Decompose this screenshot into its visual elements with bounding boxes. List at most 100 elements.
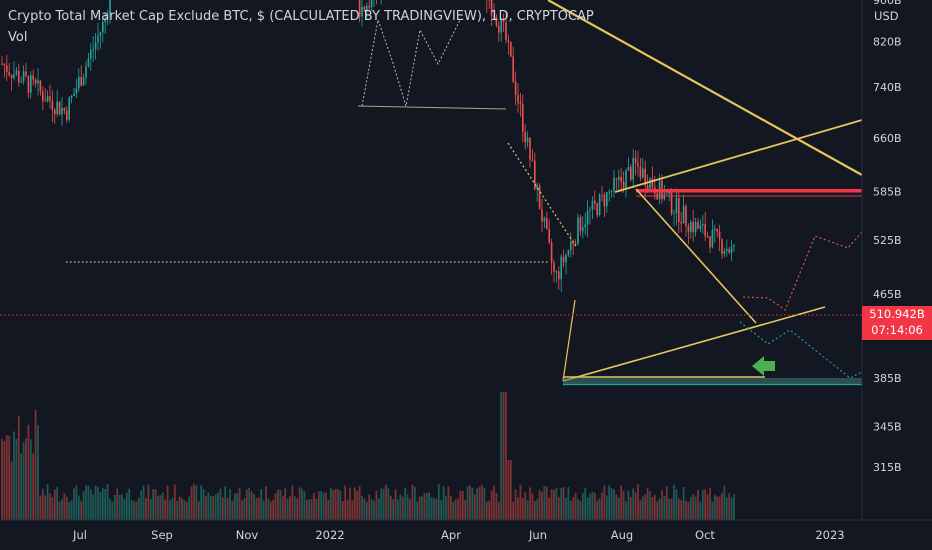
- time-axis-ticks[interactable]: Jul Sep Nov 2022 Apr Jun Aug Oct 2023: [72, 528, 845, 542]
- volume-bar-22: [53, 489, 56, 520]
- volume-bar-14: [34, 409, 37, 520]
- volume-bar-115: [277, 489, 279, 520]
- volume-bar-198: [476, 488, 479, 520]
- volume-bar-46: [111, 501, 114, 520]
- top-pattern-lines[interactable]: [361, 18, 461, 107]
- volume-bar-245: [589, 493, 591, 520]
- support-zone[interactable]: [563, 378, 862, 384]
- volume-bar-56: [135, 501, 138, 520]
- candle-body-214: [514, 81, 517, 96]
- descending-triangle-side[interactable]: [635, 188, 757, 324]
- volume-bar-237: [569, 500, 572, 520]
- candle-body-279: [670, 190, 673, 214]
- candle-body-293: [704, 224, 706, 237]
- candle-body-154: [370, 0, 373, 8]
- volume-bar-67: [161, 492, 164, 520]
- volume-bar-64: [154, 489, 157, 520]
- volume-bar-19: [46, 484, 49, 520]
- volume-bar-180: [433, 498, 435, 520]
- volume-bar-196: [471, 487, 474, 520]
- candle-body-273: [656, 193, 658, 200]
- volume-bar-79: [190, 486, 193, 520]
- candle-body-248: [596, 203, 598, 216]
- dotted-decline-line[interactable]: [507, 142, 578, 249]
- top-base-line[interactable]: [357, 105, 507, 110]
- candle-body-205: [493, 15, 495, 18]
- volume-bar-43: [104, 489, 107, 520]
- volume-bar-157: [377, 498, 380, 520]
- volume-bar-259: [622, 490, 625, 520]
- volume-bar-5: [13, 431, 15, 520]
- volume-bar-164: [394, 489, 397, 520]
- volume-bar-138: [332, 490, 335, 520]
- left-arrow-icon[interactable]: [752, 356, 775, 376]
- candle-body-235: [565, 254, 567, 263]
- volume-label: Vol: [8, 30, 28, 45]
- candle-body-16: [39, 80, 42, 92]
- resistance-zone-top[interactable]: [636, 189, 862, 193]
- volume-bar-220: [529, 487, 531, 520]
- candle-body-2: [6, 65, 8, 73]
- volume-bar-29: [70, 500, 73, 520]
- volume-bar-31: [75, 485, 78, 520]
- time-tick-3: 2022: [315, 528, 344, 542]
- candle-body-207: [498, 25, 500, 33]
- volume-bar-227: [545, 486, 548, 520]
- volume-bar-201: [483, 488, 486, 520]
- candle-body-299: [718, 231, 721, 240]
- volume-bar-292: [701, 489, 704, 520]
- volume-bar-16: [39, 495, 42, 520]
- volume-bar-241: [579, 500, 582, 520]
- long-descending-trendline[interactable]: [547, 0, 863, 176]
- price-tick-9: 385B: [873, 372, 902, 385]
- volume-bar-298: [716, 496, 719, 520]
- candle-body-267: [642, 168, 644, 178]
- candle-body-245: [589, 209, 591, 211]
- upper-ascending-trendline[interactable]: [614, 119, 863, 193]
- volume-bar-100: [241, 500, 243, 520]
- volume-bar-268: [644, 494, 647, 520]
- volume-bar-235: [565, 497, 567, 520]
- volume-bar-120: [289, 495, 291, 520]
- candle-body-208: [500, 18, 502, 33]
- volume-bar-141: [339, 490, 342, 520]
- volume-bar-146: [351, 500, 354, 520]
- volume-bar-20: [49, 493, 51, 520]
- volume-bar-269: [646, 488, 649, 520]
- volume-bar-159: [382, 488, 385, 520]
- projection-path-teal[interactable]: [739, 321, 863, 379]
- triangle-left-edge[interactable]: [562, 299, 576, 382]
- volume-bar-224: [538, 489, 541, 520]
- volume-bar-152: [365, 501, 368, 520]
- volume-bar-282: [677, 498, 680, 520]
- volume-bar-207: [497, 501, 500, 520]
- volume-bar-83: [200, 484, 203, 520]
- volume-bar-260: [625, 501, 627, 520]
- volume-bar-274: [658, 498, 661, 520]
- candle-body-31: [75, 88, 78, 94]
- candle-body-223: [536, 185, 538, 189]
- time-tick-1: Sep: [151, 528, 173, 542]
- candle-body-301: [723, 251, 726, 254]
- projection-path-red[interactable]: [742, 231, 863, 311]
- volume-bar-191: [459, 490, 462, 520]
- volume-bar-33: [80, 500, 83, 520]
- drawings: [0, 0, 863, 386]
- volume-bar-251: [603, 485, 606, 520]
- volume-bar-2: [5, 435, 8, 520]
- volume-bar-113: [272, 499, 275, 520]
- candle-body-238: [572, 241, 574, 244]
- candle-body-219: [526, 137, 529, 143]
- candle-body-281: [675, 198, 678, 214]
- candle-body-252: [606, 192, 608, 207]
- candle-body-216: [519, 102, 522, 105]
- candle-body-13: [32, 75, 34, 80]
- time-tick-5: Jun: [528, 528, 547, 542]
- time-tick-7: Oct: [695, 528, 715, 542]
- ascending-support-line[interactable]: [562, 306, 826, 382]
- volume-bar-291: [699, 501, 702, 520]
- volume-bar-87: [209, 495, 212, 520]
- price-axis-ticks[interactable]: 1T900B820B740B660B585B525B465B425B385B34…: [873, 0, 902, 474]
- volume-bar-60: [145, 498, 147, 520]
